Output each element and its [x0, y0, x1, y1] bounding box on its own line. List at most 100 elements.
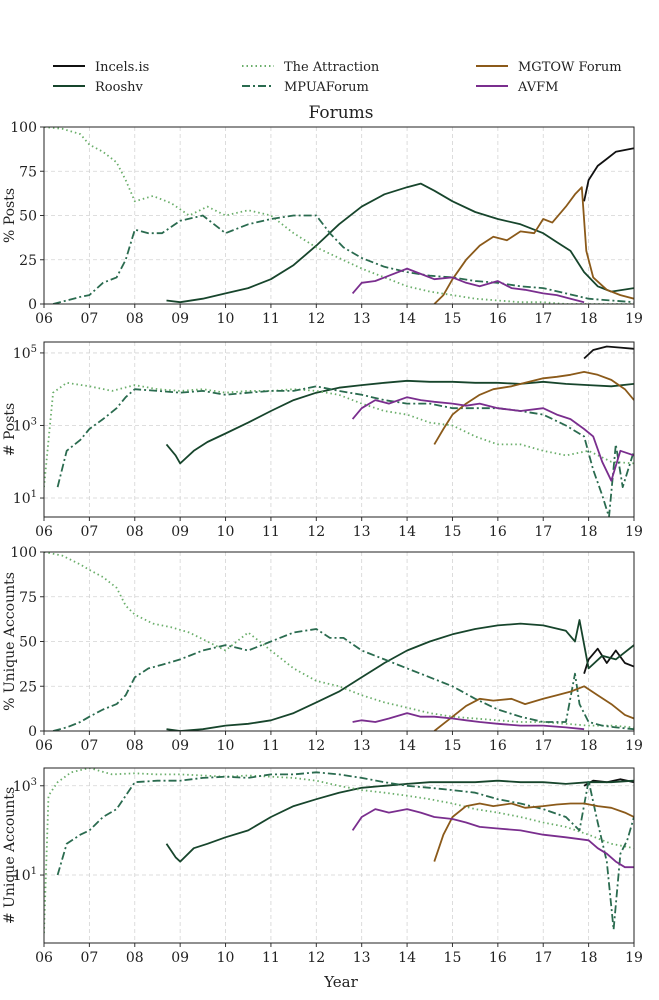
series-line-mgtow-forum [433, 685, 634, 731]
panel-1: 06 07 08 09 10 11 12 13 14 15 16 17 18 19 0 25 50 75 100 % … [2, 120, 643, 327]
x-tick-label: 07 [80, 311, 98, 327]
x-tick-label: 10 [217, 738, 235, 754]
x-tick-label: 08 [126, 311, 144, 327]
y-axis-label: # Unique Accounts [2, 787, 18, 924]
series-group [44, 552, 634, 731]
x-tick-label: 08 [126, 950, 144, 966]
x-tick-label: 18 [580, 738, 598, 754]
plot-frame [43, 551, 635, 732]
x-tick-label: 12 [307, 311, 325, 327]
x-tick-label: 19 [625, 738, 643, 754]
legend-item: MPUAForum [242, 80, 369, 95]
x-tick-label: 06 [35, 524, 53, 540]
y-tick-label: 25 [19, 253, 37, 269]
y-tick-label: 100 [10, 545, 37, 561]
x-tick-label: 16 [489, 738, 507, 754]
x-tick-label: 14 [398, 950, 416, 966]
series-group [44, 127, 634, 304]
y-axis-label: % Unique Accounts [2, 572, 18, 711]
series-group [44, 768, 634, 934]
y-axis-label: % Posts [2, 188, 18, 243]
x-tick-label: 17 [534, 950, 552, 966]
plot-frame [43, 341, 635, 518]
series-line-mgtow-forum [433, 186, 634, 304]
figure-title: Forums [308, 103, 373, 123]
series-line-mpuaforum [52, 214, 634, 304]
series-line-mgtow-forum [433, 370, 634, 445]
series-line-avfm [352, 712, 585, 731]
y-tick-label: 100 [10, 120, 37, 136]
series-line-rooshv [166, 182, 634, 304]
x-tick-label: 12 [307, 524, 325, 540]
series-line-avfm [351, 267, 585, 304]
x-tick-label: 14 [398, 524, 416, 540]
x-tick-label: 09 [171, 524, 189, 540]
x-tick-label: 10 [217, 311, 235, 327]
x-tick-label: 09 [171, 950, 189, 966]
legend-item: AVFM [476, 80, 558, 95]
x-tick-label: 19 [625, 524, 643, 540]
x-tick-label: 19 [625, 950, 643, 966]
series-line-rooshv [165, 379, 634, 465]
x-tick-label: 13 [353, 524, 371, 540]
x-tick-label: 17 [534, 738, 552, 754]
x-tick-label: 15 [444, 524, 462, 540]
y-tick-label: 0 [28, 724, 37, 740]
x-tick-label: 18 [580, 311, 598, 327]
legend-item: MGTOW Forum [476, 60, 622, 75]
legend-label: MPUAForum [284, 80, 369, 95]
x-tick-label: 18 [580, 950, 598, 966]
panel-3: 06 07 08 09 10 11 12 13 14 15 16 17 18 19 0 25 50 75 100 % … [2, 545, 643, 754]
y-tick-label: 50 [19, 635, 37, 651]
y-tick-label: 103 [13, 416, 37, 434]
x-tick-label: 07 [80, 738, 98, 754]
y-tick-label: 50 [19, 209, 37, 225]
legend: Incels.is Rooshv The Attraction MPUAForum MG… [53, 60, 622, 95]
series-line-mpuaforum [56, 385, 634, 517]
series-line-rooshv [166, 619, 634, 731]
plot-frame [43, 767, 635, 944]
series-line-the-attraction [44, 381, 634, 488]
legend-item: Incels.is [53, 60, 149, 75]
x-tick-label: 08 [126, 524, 144, 540]
x-tick-label: 19 [625, 311, 643, 327]
x-tick-label: 15 [444, 950, 462, 966]
series-line-mpuaforum [56, 771, 634, 931]
series-line-avfm [351, 396, 634, 482]
legend-item: The Attraction [242, 60, 380, 75]
x-tick-label: 11 [262, 311, 280, 327]
x-tick-label: 06 [35, 738, 53, 754]
y-tick-label: 105 [13, 344, 37, 362]
y-tick-label: 25 [19, 679, 37, 695]
x-tick-label: 16 [489, 311, 507, 327]
y-axis-label: # Posts [2, 403, 18, 456]
x-tick-label: 11 [262, 524, 280, 540]
x-tick-label: 06 [35, 311, 53, 327]
x-tick-label: 09 [171, 738, 189, 754]
x-tick-label: 15 [444, 311, 462, 327]
y-tick-label: 0 [28, 297, 37, 313]
x-tick-label: 13 [353, 950, 371, 966]
legend-label: Incels.is [95, 60, 149, 75]
series-line-incels-is [583, 647, 634, 674]
x-tick-label: 07 [80, 950, 98, 966]
panel-4: 06 07 08 09 10 11 12 13 14 15 16 17 18 19 101 103# Uniq… [2, 767, 643, 966]
legend-item: Rooshv [53, 80, 143, 95]
series-line-incels-is [583, 147, 634, 202]
x-tick-label: 12 [307, 950, 325, 966]
legend-label: AVFM [517, 80, 558, 95]
legend-label: The Attraction [284, 60, 380, 75]
panels: 06 07 08 09 10 11 12 13 14 15 16 17 18 190255075100% … [2, 120, 643, 966]
y-tick-label: 75 [19, 164, 37, 180]
series-line-mgtow-forum [433, 802, 634, 862]
x-tick-label: 13 [353, 311, 371, 327]
x-tick-label: 09 [171, 311, 189, 327]
y-tick-label: 101 [13, 489, 37, 507]
series-group [44, 345, 634, 517]
panel-2: 06 07 08 09 10 11 12 13 14 15 16 17 18 19 101 103 105 # P… [2, 341, 643, 540]
x-tick-label: 07 [80, 524, 98, 540]
series-line-rooshv [165, 779, 634, 863]
x-tick-label: 14 [398, 311, 416, 327]
series-line-mpuaforum [52, 628, 634, 731]
